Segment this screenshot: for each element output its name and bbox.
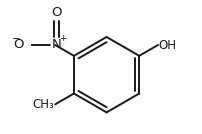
Text: O: O [13,38,24,51]
Text: −: − [12,34,20,44]
Text: OH: OH [159,38,177,51]
Text: N: N [52,38,61,51]
Text: O: O [51,6,62,19]
Text: CH₃: CH₃ [33,98,55,111]
Text: +: + [60,34,67,42]
